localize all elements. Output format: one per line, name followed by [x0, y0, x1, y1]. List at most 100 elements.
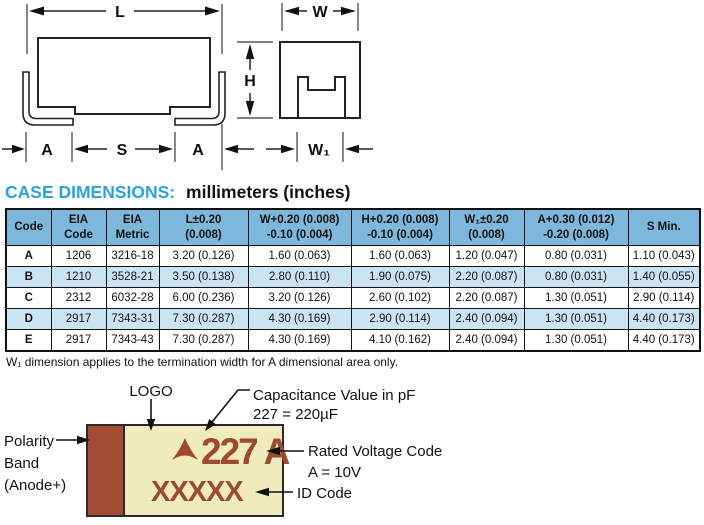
j-lead-left: [22, 71, 74, 126]
table-cell: 2917: [50, 329, 107, 352]
table-cell: 2917: [50, 308, 107, 330]
table-header-row: Code EIA Code EIA Metric L±0.20 (0.008) …: [5, 208, 701, 246]
table-cell: A: [5, 245, 52, 267]
table-cell: 1.40 (0.055): [627, 266, 701, 288]
marking-diagram: 227 A XXXXX LOGO Capacitance Value in pF…: [4, 383, 442, 517]
logo-callout-label: LOGO: [129, 383, 172, 400]
dim-h-group: [237, 41, 273, 119]
arrowhead-left-icon: [29, 6, 44, 16]
table-cell: E: [5, 329, 52, 352]
col-header-s-min: S Min.: [627, 208, 701, 246]
capacitance-callout-label: Capacitance Value in pF: [253, 387, 415, 404]
table-footnote: W₁ dimension applies to the termination …: [6, 355, 399, 369]
table-cell: C: [5, 287, 52, 309]
dim-label-w1: W₁: [308, 142, 330, 159]
voltage-callout-label: Rated Voltage Code: [308, 443, 442, 460]
table-cell: 2312: [50, 287, 107, 309]
id-code-callout-label: ID Code: [297, 485, 352, 502]
section-title: CASE DIMENSIONS: millimeters (inches): [5, 182, 350, 203]
dim-label-l: L: [115, 4, 125, 21]
arrowhead-left-icon: [284, 6, 299, 16]
table-row: A 1206 3216-18 3.20 (0.126) 1.60 (0.063)…: [5, 245, 701, 267]
capacitor-body-side-view: [37, 37, 211, 115]
callout-line: [211, 389, 250, 423]
table-cell: 7343-31: [105, 308, 160, 330]
table-cell: 2.90 (0.114): [350, 308, 450, 330]
table-cell: 3528-21: [105, 266, 160, 288]
arrowhead-right-icon: [205, 6, 220, 16]
polarity-callout-label-2: Band: [4, 455, 39, 472]
arrowhead-down-icon: [245, 101, 255, 116]
table-cell: 7343-43: [105, 329, 160, 352]
arrowhead-up-icon: [245, 44, 255, 59]
table-row: E 2917 7343-43 7.30 (0.287) 4.30 (0.169)…: [5, 329, 701, 352]
table-cell: 2.80 (0.110): [247, 266, 352, 288]
capacitor-body-end-view: [279, 41, 361, 119]
table-cell: 2.20 (0.087): [448, 266, 525, 288]
section-title-accent: CASE DIMENSIONS:: [5, 182, 176, 202]
table-cell: 2.90 (0.114): [627, 287, 701, 309]
table-row: B 1210 3528-21 3.50 (0.138) 2.80 (0.110)…: [5, 266, 701, 288]
table-cell: 4.30 (0.169): [247, 308, 352, 330]
dim-label-s: S: [117, 142, 128, 159]
table-cell: 2.60 (0.102): [350, 287, 450, 309]
table-cell: D: [5, 308, 52, 330]
arrowhead-right-icon: [281, 144, 295, 154]
table-cell: 2.40 (0.094): [448, 308, 525, 330]
table-cell: 0.80 (0.031): [523, 245, 629, 267]
table-cell: 4.10 (0.162): [350, 329, 450, 352]
table-cell: 3.50 (0.138): [158, 266, 249, 288]
dim-bottom-group: [2, 124, 373, 170]
capacitance-callout-example: 227 = 220µF: [253, 406, 338, 423]
table-cell: 6.00 (0.236): [158, 287, 249, 309]
table-cell: 0.80 (0.031): [523, 266, 629, 288]
case-dimensions-table: Code EIA Code EIA Metric L±0.20 (0.008) …: [5, 208, 701, 352]
table-cell: 6032-28: [105, 287, 160, 309]
table-cell: 1.20 (0.047): [448, 245, 525, 267]
col-header-code: Code: [5, 208, 52, 246]
polarity-callout-label-3: (Anode+): [4, 477, 66, 494]
table-cell: 1.30 (0.051): [523, 308, 629, 330]
table-cell: 1.60 (0.063): [350, 245, 450, 267]
col-header-a: A+0.30 (0.012) -0.20 (0.008): [523, 208, 629, 246]
j-lead-right: [174, 71, 226, 126]
arrowhead-right-icon: [12, 144, 25, 154]
table-row: C 2312 6032-28 6.00 (0.236) 3.20 (0.126)…: [5, 287, 701, 309]
arrowhead-left-icon: [255, 487, 269, 497]
col-header-h: H+0.20 (0.008) -0.10 (0.004): [350, 208, 450, 246]
table-cell: 3.20 (0.126): [158, 245, 249, 267]
dim-label-w: W: [312, 4, 328, 21]
arrowhead-left-icon: [74, 144, 88, 154]
table-cell: 7.30 (0.287): [158, 308, 249, 330]
table-cell: B: [5, 266, 52, 288]
col-header-l: L±0.20 (0.008): [158, 208, 249, 246]
arrowhead-left-icon: [345, 144, 359, 154]
arrowhead-right-icon: [341, 6, 356, 16]
table-cell: 1.30 (0.051): [523, 329, 629, 352]
table-cell: 1210: [50, 266, 107, 288]
dimension-ticks: [25, 124, 344, 170]
col-header-eia-metric: EIA Metric: [105, 208, 160, 246]
col-header-w1: W₁±0.20 (0.008): [448, 208, 525, 246]
table-cell: 1.60 (0.063): [247, 245, 352, 267]
table-cell: 3216-18: [105, 245, 160, 267]
table-row: D 2917 7343-31 7.30 (0.287) 4.30 (0.169)…: [5, 308, 701, 330]
dim-label-h: H: [244, 73, 256, 90]
col-header-w: W+0.20 (0.008) -0.10 (0.004): [247, 208, 352, 246]
voltage-callout-example: A = 10V: [308, 464, 361, 481]
polarity-band: [86, 424, 125, 517]
table-cell: 1.90 (0.075): [350, 266, 450, 288]
table-cell: 7.30 (0.287): [158, 329, 249, 352]
dim-label-a-left: A: [41, 142, 53, 159]
col-header-eia-code: EIA Code: [50, 208, 107, 246]
table-cell: 3.20 (0.126): [247, 287, 352, 309]
section-title-units: millimeters (inches): [186, 182, 351, 202]
termination-profile: [297, 76, 346, 117]
arrowhead-left-icon: [224, 144, 238, 154]
manufacturer-logo-icon: [172, 438, 198, 460]
dim-l-group: [26, 4, 223, 54]
table-cell: 4.40 (0.173): [627, 308, 701, 330]
case-dimension-drawing: L: [2, 3, 373, 170]
arrowhead-down-icon: [146, 419, 156, 431]
